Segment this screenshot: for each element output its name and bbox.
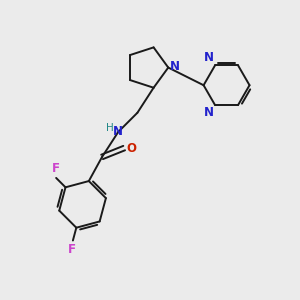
Text: N: N: [169, 60, 179, 73]
Text: N: N: [204, 106, 214, 119]
Text: N: N: [204, 51, 214, 64]
Text: H: H: [106, 123, 114, 134]
Text: F: F: [68, 243, 75, 256]
Text: F: F: [52, 162, 60, 175]
Text: N: N: [113, 125, 123, 138]
Text: O: O: [126, 142, 136, 154]
